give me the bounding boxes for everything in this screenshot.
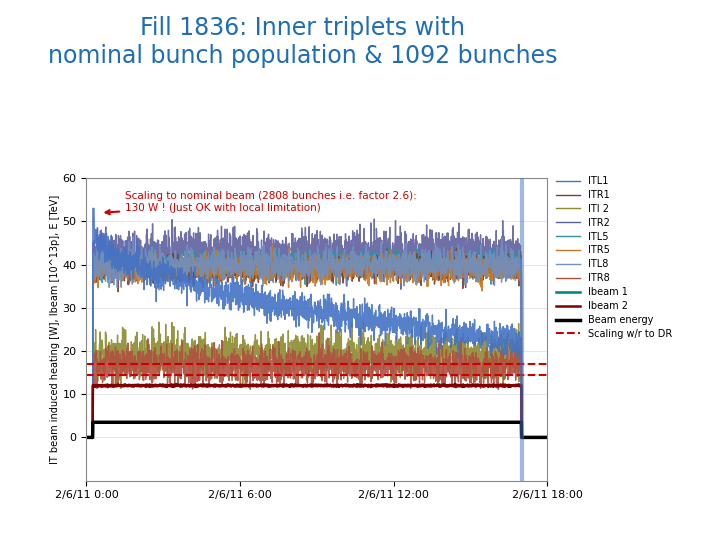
- Legend: ITL1, ITR1, ITI 2, ITR2, ITL5, ITR5, ITL8, ITR8, Ibeam 1, Ibeam 2, Beam energy, : ITL1, ITR1, ITI 2, ITR2, ITL5, ITR5, ITL…: [552, 172, 676, 343]
- Text: Fill 1836: Inner triplets with
nominal bunch population & 1092 bunches: Fill 1836: Inner triplets with nominal b…: [48, 16, 557, 68]
- Text: Scaling to nominal beam (2808 bunches i.e. factor 2.6):
130 W ! (Just OK with lo: Scaling to nominal beam (2808 bunches i.…: [106, 191, 417, 214]
- Y-axis label: IT beam induced heating [W], Ibeam [10^13p], E [TeV]: IT beam induced heating [W], Ibeam [10^1…: [50, 195, 60, 464]
